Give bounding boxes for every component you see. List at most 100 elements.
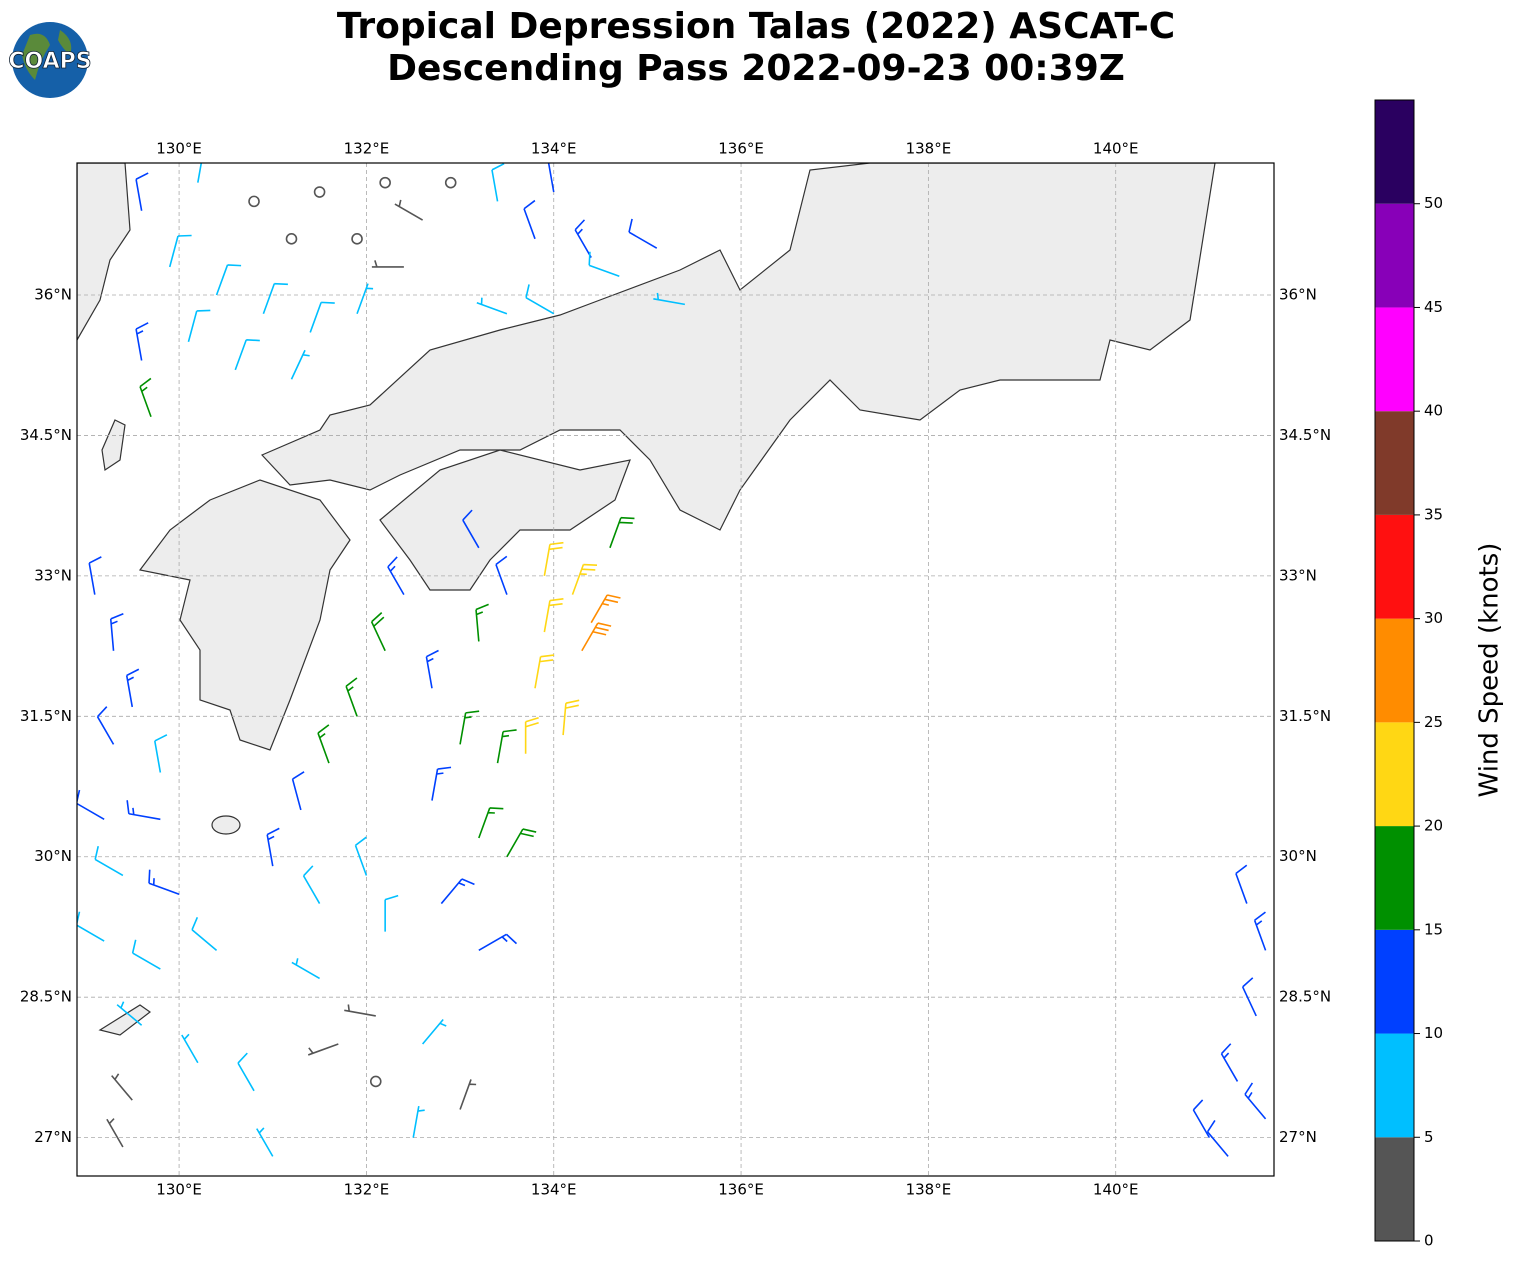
honshu [260, 163, 1216, 531]
title-line: Tropical Depression Talas (2022) ASCAT-C [337, 6, 1175, 47]
wind-barb [291, 958, 320, 980]
wind-barb [478, 933, 518, 952]
wind-barb [356, 283, 374, 315]
wind-barb [256, 1127, 274, 1157]
wind-barb [291, 771, 305, 811]
y-tick-label: 36°N [34, 286, 72, 304]
wind-barb [491, 163, 505, 202]
wind-barb [154, 734, 168, 773]
x-tick-label: 136°E [718, 140, 764, 158]
wind-barb [462, 509, 480, 549]
colorbar-tick-label: 5 [1424, 1128, 1434, 1146]
y-tick-label: 33°N [34, 566, 72, 584]
colorbar-label: Wind Speed (knots) [1475, 543, 1505, 798]
x-tick-label: 132°E [344, 1181, 390, 1199]
calm-circle [248, 195, 260, 208]
colorbar-bin [1375, 514, 1414, 619]
y-tick-label: 34.5°N [20, 426, 72, 444]
wind-barb [94, 846, 124, 877]
x-tick-label: 138°E [906, 1181, 952, 1199]
wind-barb [628, 218, 658, 249]
y-tick-label: 34.5°N [1279, 426, 1331, 444]
colorbar-bin [1375, 411, 1414, 515]
colorbar: 0 5 10 15 20 25 30 35 40 45 50 [1374, 99, 1443, 1250]
wind-barb [139, 377, 152, 417]
calm-circle [444, 176, 457, 189]
wind-barb [266, 827, 280, 867]
wind-barb [302, 865, 321, 904]
x-tick-label: 134°E [531, 1181, 577, 1199]
wind-barb [440, 878, 475, 905]
colorbar-tick-label: 15 [1424, 920, 1443, 938]
calm-circle [379, 176, 391, 189]
wind-barb [496, 729, 517, 764]
wind-barb [562, 699, 580, 736]
wind-barb [476, 297, 508, 315]
y-tick-label: 30°N [34, 847, 72, 865]
wind-barb [191, 916, 218, 951]
wind-barb [524, 716, 539, 754]
y-tick-label: 30°N [1279, 847, 1317, 865]
wind-barb [412, 1105, 425, 1138]
wind-barb [135, 172, 149, 211]
wind-barb [384, 894, 399, 932]
wind-barbs [77, 163, 1267, 1157]
wind-barb [1253, 911, 1267, 951]
y-tick-label: 27°N [34, 1128, 72, 1146]
colorbar-tick-label: 30 [1424, 609, 1443, 627]
wind-barb [88, 556, 102, 595]
wind-barb [370, 612, 386, 652]
x-tick-label: 138°E [906, 140, 952, 158]
wind-barb [1235, 864, 1248, 904]
colorbar-bin [1375, 618, 1414, 723]
wind-barb [475, 603, 489, 642]
land [77, 163, 1216, 1036]
x-tick-label: 140°E [1093, 140, 1139, 158]
wind-barb [168, 234, 192, 268]
wind-barb [307, 1043, 339, 1056]
wind-barb [345, 677, 358, 717]
colorbar-bin [1375, 1033, 1414, 1138]
grid [77, 163, 1274, 1176]
y-tick-label: 31.5°N [1279, 707, 1331, 725]
wind-barb [431, 766, 452, 801]
wind-barb [111, 1073, 133, 1101]
shikoku [379, 449, 631, 591]
y-tick-label: 28.5°N [1279, 988, 1331, 1006]
colorbar-bin [1375, 307, 1414, 412]
colorbar-tick-label: 35 [1424, 505, 1443, 523]
wind-barb [1244, 1082, 1267, 1120]
wind-barb [1241, 977, 1257, 1017]
wind-barb [394, 199, 424, 221]
colorbar-bin [1375, 1137, 1414, 1241]
tsushima [101, 419, 126, 472]
wind-barb [96, 706, 115, 745]
calm-circle [285, 233, 298, 245]
wind-barb [290, 349, 310, 380]
y-tick-label: 31.5°N [20, 707, 72, 725]
wind-barb [581, 622, 612, 652]
colorbar-tick-label: 0 [1424, 1232, 1434, 1250]
wind-barb [543, 598, 564, 633]
wind-barb [609, 516, 635, 549]
wind-barb [309, 301, 335, 333]
colorbar-bin [1375, 203, 1414, 308]
tanegashima [211, 815, 241, 835]
wind-barb [262, 282, 288, 315]
wind-barb [344, 1004, 376, 1017]
logo-text: COAPS [8, 49, 91, 74]
x-tick-label: 130°E [156, 1181, 202, 1199]
wind-barb [459, 710, 480, 745]
wind-barb [77, 911, 105, 942]
wind-barb [547, 163, 555, 193]
wind-barb [422, 1018, 447, 1045]
wind-barb [571, 563, 598, 595]
wind-barb [371, 260, 404, 268]
wind-barb [215, 264, 242, 296]
wind-barb [187, 309, 211, 343]
title-line: Descending Pass 2022-09-23 00:39Z [387, 48, 1125, 89]
logo-land [22, 30, 72, 80]
x-tick-label: 140°E [1093, 1181, 1139, 1199]
colorbar-frame [1374, 99, 1415, 1242]
